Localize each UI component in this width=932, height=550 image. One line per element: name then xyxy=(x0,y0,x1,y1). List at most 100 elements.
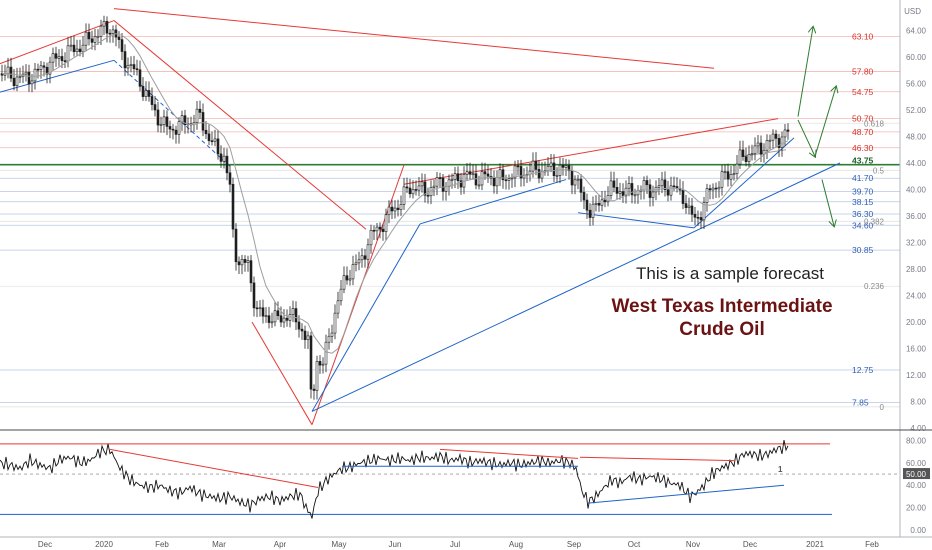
candle-body xyxy=(321,363,325,366)
candle-body xyxy=(87,31,91,40)
candle-body xyxy=(729,174,733,180)
candle-body xyxy=(306,335,310,341)
candle-body xyxy=(453,173,457,180)
candle-body xyxy=(258,307,262,310)
candle-body xyxy=(45,66,49,75)
support-level-label: 39.70 xyxy=(852,186,874,196)
fib-level-label: 0.236 xyxy=(864,282,885,291)
x-axis-label: 2021 xyxy=(806,540,824,549)
candle-body xyxy=(426,194,430,197)
candle-body xyxy=(402,186,406,205)
candle-body xyxy=(615,187,619,194)
candle-body xyxy=(423,181,427,196)
candle-body xyxy=(249,260,253,284)
candle-body xyxy=(717,186,721,190)
candle-body xyxy=(351,264,355,280)
candle-body xyxy=(735,163,739,174)
candle-body xyxy=(144,90,148,97)
candle-body xyxy=(549,162,553,167)
candle-body xyxy=(36,68,40,71)
y-tick-label: 24.00 xyxy=(906,292,927,301)
candle-body xyxy=(594,202,598,205)
candle-body xyxy=(741,149,745,157)
candle-body xyxy=(579,178,583,193)
candle-body xyxy=(177,121,181,135)
candle-body xyxy=(270,321,274,324)
forecast-arrow xyxy=(797,119,815,156)
candle-body xyxy=(561,164,565,168)
candle-body xyxy=(750,153,754,155)
candle-body xyxy=(570,170,574,186)
candle-body xyxy=(390,206,394,212)
candle-body xyxy=(84,31,88,46)
support-level-label: 7.85 xyxy=(852,397,869,407)
candle-body xyxy=(102,21,106,27)
candle-body xyxy=(687,205,691,208)
candle-body xyxy=(666,189,670,196)
candle-body xyxy=(564,165,568,168)
candle-body xyxy=(132,64,136,70)
candle-body xyxy=(765,140,769,151)
candle-body xyxy=(630,183,634,196)
osc-y-tick-label: 80.00 xyxy=(906,436,927,445)
candle-body xyxy=(732,173,736,175)
candle-body xyxy=(705,188,709,203)
candle-body xyxy=(711,187,715,191)
trendline-blue xyxy=(311,162,841,412)
trendline-blue xyxy=(311,223,421,412)
candle-body xyxy=(474,173,478,186)
candle-body xyxy=(468,171,472,175)
candle-body xyxy=(72,44,76,53)
candle-body xyxy=(645,180,649,186)
osc-current-label: 50.00 xyxy=(906,470,927,479)
y-tick-label: 8.00 xyxy=(910,398,926,407)
candle-body xyxy=(573,179,577,186)
candle-body xyxy=(738,149,742,165)
x-axis-label: Oct xyxy=(628,540,641,549)
candle-body xyxy=(354,262,358,265)
candle-body xyxy=(333,312,337,334)
candle-body xyxy=(66,45,70,62)
candle-body xyxy=(60,56,64,61)
candle-body xyxy=(294,308,298,323)
candle-body xyxy=(597,202,601,206)
candle-body xyxy=(312,388,316,391)
candle-body xyxy=(588,209,592,218)
support-level-label: 41.70 xyxy=(852,173,874,183)
candle-body xyxy=(282,317,286,323)
fib-level-label: 0.618 xyxy=(864,119,885,128)
chart-title: West Texas Intermediate xyxy=(611,296,832,317)
candle-body xyxy=(345,275,349,281)
candle-body xyxy=(303,330,307,341)
candle-body xyxy=(363,255,367,260)
y-tick-label: 40.00 xyxy=(906,186,927,195)
candle-body xyxy=(411,189,415,195)
candle-body xyxy=(315,361,319,391)
y-tick-label: 12.00 xyxy=(906,371,927,380)
x-axis-label: Jul xyxy=(450,540,460,549)
osc-trendline-red xyxy=(439,448,579,459)
candle-body xyxy=(456,173,460,182)
candle-body xyxy=(618,191,622,194)
candle-body xyxy=(93,36,97,43)
candle-body xyxy=(324,341,328,365)
candle-body xyxy=(408,187,412,195)
candle-body xyxy=(366,244,370,260)
candle-body xyxy=(291,308,295,315)
y-tick-label: 16.00 xyxy=(906,345,927,354)
candle-body xyxy=(0,73,4,76)
candle-body xyxy=(231,183,235,230)
candle-body xyxy=(708,188,712,191)
candle-body xyxy=(183,115,187,126)
fib-level-label: 0.382 xyxy=(864,217,885,226)
candle-body xyxy=(756,142,760,147)
x-axis-label: 2020 xyxy=(95,540,113,549)
forecast-note: This is a sample forecast xyxy=(636,264,824,283)
candle-body xyxy=(438,177,442,179)
resistance-level-label: 46.30 xyxy=(852,143,874,153)
x-axis-label: Dec xyxy=(38,540,52,549)
resistance-level-label: 57.80 xyxy=(852,67,874,77)
candle-body xyxy=(54,53,58,59)
candle-body xyxy=(336,300,340,314)
candle-body xyxy=(393,207,397,212)
